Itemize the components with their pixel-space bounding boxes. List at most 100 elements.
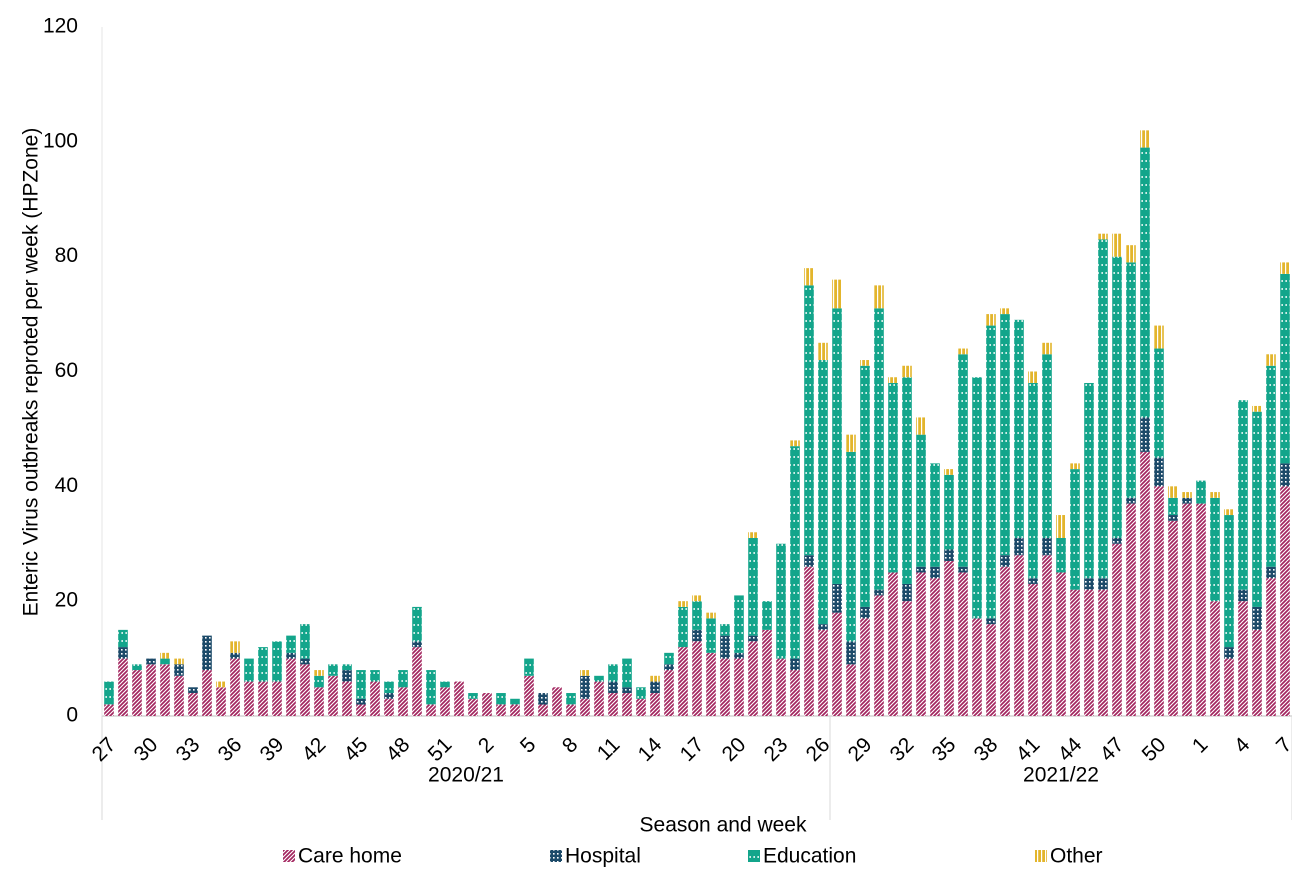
bar-segment: [1126, 497, 1136, 504]
bar-segment: [1238, 400, 1248, 590]
bar-segment: [580, 675, 590, 699]
bar-segment: [314, 687, 324, 716]
bar-segment: [594, 681, 604, 716]
bar-segment: [370, 670, 380, 682]
bar-segment: [1056, 572, 1066, 716]
legend-label: Care home: [298, 845, 402, 868]
bar-segment: [1210, 497, 1220, 602]
bar-segment: [930, 566, 940, 579]
bar-segment: [1070, 589, 1080, 716]
bar-segment: [1238, 601, 1248, 716]
bar-segment: [244, 658, 254, 682]
bar-segment: [874, 285, 884, 309]
bar-segment: [510, 698, 520, 705]
bar-segment: [1154, 325, 1164, 349]
bar-segment: [1000, 555, 1010, 567]
bar-segment: [790, 446, 800, 659]
bar-segment: [804, 268, 814, 286]
bar-segment: [230, 658, 240, 716]
bar-segment: [454, 681, 464, 716]
x-tick-label: 5: [516, 733, 541, 758]
bar-segment: [1252, 606, 1262, 630]
bar-segment: [874, 308, 884, 590]
bar-segment: [202, 635, 212, 671]
group-label: 2021/22: [1023, 764, 1099, 787]
bar-segment: [790, 440, 800, 447]
bar-segment: [1084, 382, 1094, 579]
bar-segment: [832, 308, 842, 584]
bar-segment: [678, 647, 688, 716]
bar-segment: [216, 687, 226, 716]
bar-segment: [916, 434, 926, 567]
x-axis-title: Season and week: [640, 814, 807, 837]
bar-segment: [1280, 486, 1290, 716]
bar-segment: [972, 618, 982, 716]
y-tick-label: 120: [43, 15, 78, 38]
x-tick-label: 2: [474, 733, 499, 758]
bar-segment: [174, 675, 184, 716]
bar-segment: [678, 606, 688, 648]
bar-segment: [1154, 348, 1164, 458]
bar-segment: [860, 360, 870, 366]
bar-segment: [104, 704, 114, 716]
bar-segment: [902, 377, 912, 584]
bar-segment: [1140, 417, 1150, 452]
bar-segment: [1056, 515, 1066, 539]
x-tick-label: 39: [256, 733, 289, 766]
bar-segment: [748, 635, 758, 642]
bar-segment: [650, 693, 660, 716]
bar-segment: [1098, 589, 1108, 716]
bar-segment: [272, 641, 282, 682]
bar-segment: [902, 365, 912, 378]
bar-segment: [118, 647, 128, 659]
bar-segment: [762, 601, 772, 630]
bar-segment: [580, 698, 590, 716]
bar-segment: [1224, 658, 1234, 716]
bar-segment: [706, 612, 716, 619]
bar-segment: [1014, 538, 1024, 556]
bar-segment: [986, 618, 996, 625]
bar-segment: [916, 566, 926, 573]
bar-segment: [300, 624, 310, 659]
bar-segment: [902, 601, 912, 716]
bar-segment: [720, 658, 730, 716]
bar-segment: [930, 578, 940, 716]
bar-segment: [342, 681, 352, 716]
x-tick-label: 11: [593, 733, 625, 765]
legend-label: Hospital: [565, 845, 641, 868]
x-tick-label: 42: [298, 733, 331, 766]
bar-segment: [1042, 538, 1052, 556]
bar-segment: [1098, 233, 1108, 240]
bar-segment: [706, 618, 716, 653]
bar-segment: [608, 664, 618, 682]
bar-segment: [734, 652, 744, 659]
legend-swatch: [1035, 850, 1047, 862]
bar-segment: [496, 704, 506, 716]
bar-segment: [818, 360, 828, 625]
bar-segment: [174, 658, 184, 665]
bar-segment: [1042, 342, 1052, 355]
bar-segment: [888, 572, 898, 716]
bar-segment: [958, 348, 968, 355]
x-tick-label: 27: [88, 733, 121, 766]
bar-segment: [776, 543, 786, 659]
bar-segment: [230, 652, 240, 659]
bar-segment: [748, 538, 758, 636]
bar-segment: [790, 670, 800, 716]
x-tick-label: 20: [718, 733, 751, 766]
bar-segment: [1252, 405, 1262, 412]
bar-segment: [818, 629, 828, 716]
x-tick-label: 44: [1054, 733, 1087, 766]
bar-segment: [314, 670, 324, 676]
bar-segment: [412, 641, 422, 648]
bar-segment: [1154, 486, 1164, 716]
x-tick-label: 30: [130, 733, 163, 766]
y-tick-label: 0: [66, 704, 78, 727]
legend-label: Education: [763, 845, 856, 868]
bar-segment: [804, 566, 814, 716]
bar-segment: [118, 629, 128, 648]
bar-segment: [1014, 555, 1024, 716]
x-tick-label: 4: [1230, 733, 1255, 758]
y-tick-label: 100: [43, 129, 78, 152]
bar-segment: [636, 687, 646, 699]
